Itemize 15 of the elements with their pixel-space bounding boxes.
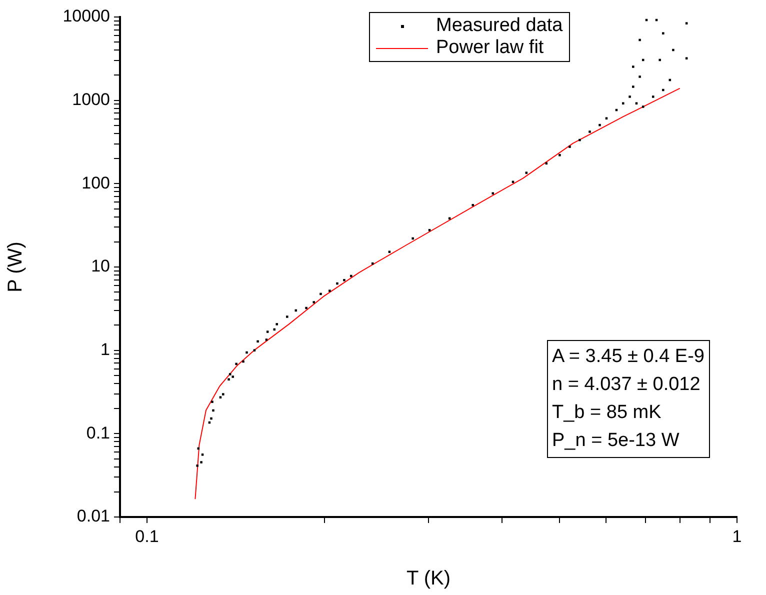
y-tick-label: 1000: [72, 90, 110, 110]
annotation: T_b = 85 mK: [552, 401, 662, 425]
y-axis-title: P (W): [4, 242, 27, 292]
y-tick-label: 10: [91, 256, 110, 276]
annotation: A = 3.45 ± 0.4 E-9: [552, 345, 705, 369]
y-tick-label: 0.1: [86, 423, 110, 442]
y-tick-label: 0.01: [76, 506, 110, 526]
legend-label: Measured data: [436, 15, 563, 37]
x-axis-title: T (K): [406, 568, 451, 590]
annotation: n = 4.037 ± 0.012: [552, 373, 702, 397]
y-tick-label: 1: [100, 340, 110, 360]
legend-label: Power law fit: [436, 37, 544, 59]
y-tick-label: 10000: [62, 6, 110, 26]
y-tick-label: 100: [82, 173, 110, 192]
annotation: P_n = 5e-13 W: [552, 429, 680, 453]
